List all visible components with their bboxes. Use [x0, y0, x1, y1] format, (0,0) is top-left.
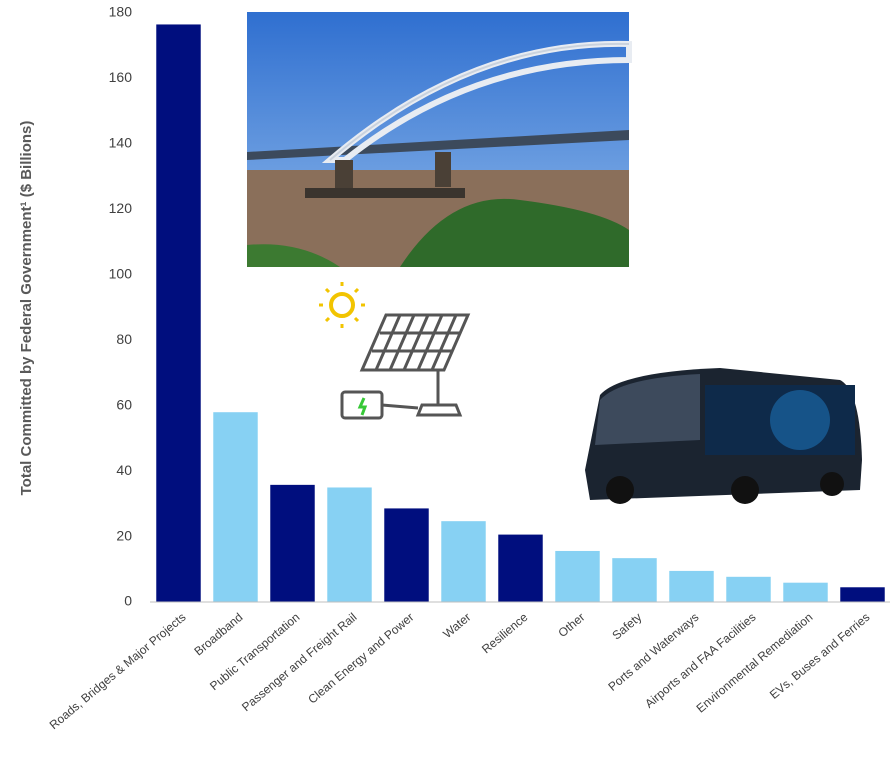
- bar: [612, 558, 657, 602]
- x-tick-label: Broadband: [191, 610, 245, 658]
- bar: [384, 508, 429, 602]
- x-tick-label: Resilience: [479, 610, 531, 657]
- y-tick-label: 20: [116, 527, 132, 543]
- x-tick-label: Environmental Remediation: [694, 610, 816, 715]
- bar: [669, 570, 714, 602]
- bar: [783, 582, 828, 602]
- x-tick-label: Roads, Bridges & Major Projects: [47, 610, 189, 732]
- y-tick-label: 0: [124, 593, 132, 609]
- bar: [555, 550, 600, 602]
- bars: [156, 24, 885, 603]
- bar: [498, 534, 543, 602]
- x-tick-label: Other: [555, 610, 587, 640]
- bar: [213, 412, 258, 602]
- y-tick-label: 160: [109, 69, 133, 85]
- bar: [441, 521, 486, 602]
- y-tick-label: 40: [116, 462, 132, 478]
- bar: [840, 587, 885, 602]
- y-tick-label: 100: [109, 265, 133, 281]
- y-tick-label: 180: [109, 4, 133, 20]
- bar: [156, 24, 201, 603]
- bar: [726, 576, 771, 602]
- y-tick-label: 120: [109, 200, 133, 216]
- x-tick-label: Passenger and Freight Rail: [239, 610, 359, 714]
- bridge-photo: [247, 12, 632, 267]
- y-axis-title: Total Committed by Federal Government¹ (…: [18, 121, 35, 496]
- y-tick-label: 140: [109, 135, 133, 151]
- y-tick-label: 60: [116, 396, 132, 412]
- solar-icon: [319, 282, 471, 420]
- x-tick-label: Safety: [609, 610, 644, 643]
- y-tick-label: 80: [116, 331, 132, 347]
- x-tick-label: EVs, Buses and Ferries: [767, 610, 873, 702]
- x-tick-label: Clean Energy and Power: [305, 610, 416, 706]
- x-tick-label: Airports and FAA Facilities: [642, 610, 758, 711]
- bar: [327, 487, 372, 602]
- bus-photo: [585, 368, 862, 504]
- x-tick-label: Water: [440, 610, 473, 641]
- bar: [270, 484, 315, 602]
